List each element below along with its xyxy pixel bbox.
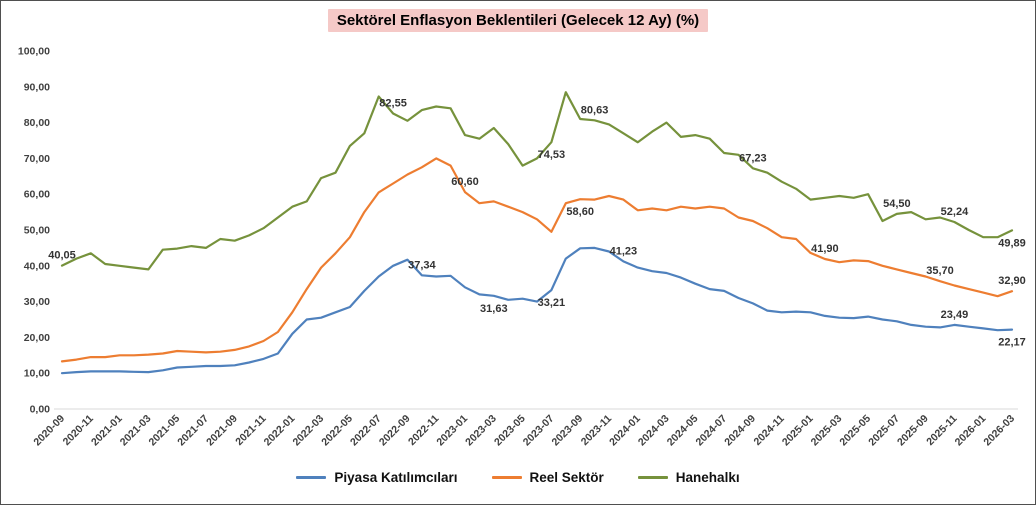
data-label-hane: 52,24 bbox=[941, 206, 969, 218]
x-axis-tick-label: 2024-01 bbox=[607, 413, 643, 449]
x-axis-tick-label: 2025-07 bbox=[866, 413, 902, 449]
x-axis-tick-label: 2022-01 bbox=[262, 413, 298, 449]
legend-label-reel: Reel Sektör bbox=[529, 470, 604, 485]
x-axis-tick-label: 2025-03 bbox=[809, 413, 845, 449]
x-axis-tick-label: 2023-09 bbox=[550, 413, 586, 449]
data-label-piyasa: 31,63 bbox=[480, 303, 508, 315]
x-axis-tick-label: 2021-03 bbox=[118, 413, 154, 449]
x-axis-tick-label: 2021-01 bbox=[89, 413, 125, 449]
x-axis-tick-label: 2022-05 bbox=[319, 413, 355, 449]
y-axis-tick-label: 90,00 bbox=[24, 81, 50, 93]
legend-swatch-reel-icon bbox=[491, 476, 522, 479]
x-axis-tick-label: 2023-05 bbox=[492, 413, 528, 449]
y-axis-tick-label: 70,00 bbox=[24, 153, 50, 165]
data-label-piyasa: 37,34 bbox=[408, 259, 436, 271]
x-axis-tick-label: 2024-07 bbox=[694, 413, 730, 449]
x-axis-tick-label: 2024-03 bbox=[636, 413, 672, 449]
x-axis-tick-label: 2021-05 bbox=[147, 413, 183, 449]
data-label-hane: 74,53 bbox=[538, 149, 566, 161]
x-axis-tick-label: 2022-03 bbox=[290, 413, 326, 449]
series-line-hane bbox=[60, 91, 1014, 271]
data-label-hane: 49,89 bbox=[998, 237, 1026, 249]
legend-item-piyasa-katilimcilari[interactable]: Piyasa Katılımcıları bbox=[296, 470, 458, 485]
legend-label-piyasa: Piyasa Katılımcıları bbox=[334, 470, 458, 485]
x-axis-tick-label: 2025-09 bbox=[895, 413, 931, 449]
x-axis-tick-label: 2025-05 bbox=[837, 413, 873, 449]
data-label-hane: 40,05 bbox=[48, 250, 76, 262]
series-line-piyasa bbox=[60, 246, 1014, 375]
legend-label-hane: Hanehalkı bbox=[675, 470, 740, 485]
x-axis-tick-label: 2021-07 bbox=[175, 413, 211, 449]
legend-item-reel-sektor[interactable]: Reel Sektör bbox=[491, 470, 604, 485]
chart-title-row: Sektörel Enflasyon Beklentileri (Gelecek… bbox=[1, 1, 1035, 37]
data-label-reel: 60,60 bbox=[451, 176, 479, 188]
x-axis-tick-label: 2020-09 bbox=[31, 413, 67, 449]
data-label-reel: 58,60 bbox=[566, 206, 594, 218]
y-axis-tick-label: 30,00 bbox=[24, 296, 50, 308]
x-axis-tick-label: 2024-09 bbox=[722, 413, 758, 449]
x-axis-tick-label: 2021-09 bbox=[204, 413, 240, 449]
data-label-hane: 80,63 bbox=[581, 104, 609, 116]
legend-swatch-piyasa-icon bbox=[296, 476, 327, 479]
data-label-reel: 41,90 bbox=[811, 243, 839, 255]
x-axis-tick-label: 2022-09 bbox=[377, 413, 413, 449]
data-label-hane: 82,55 bbox=[379, 97, 407, 109]
data-label-piyasa: 33,21 bbox=[538, 297, 566, 309]
data-label-reel: 35,70 bbox=[926, 265, 954, 277]
x-axis-tick-label: 2024-05 bbox=[665, 413, 701, 449]
data-label-reel: 32,90 bbox=[998, 275, 1026, 287]
data-label-piyasa: 41,23 bbox=[610, 245, 638, 257]
line-chart-plot-area: 0,00 10,00 20,00 30,00 40,00 50,00 60,00 70,00 8… bbox=[18, 46, 1026, 449]
x-axis-tick-label: 2026-03 bbox=[981, 413, 1017, 449]
y-axis-tick-label: 60,00 bbox=[24, 189, 50, 201]
x-axis-tick-label: 2023-01 bbox=[434, 413, 470, 449]
data-label-hane: 54,50 bbox=[883, 198, 911, 210]
y-axis-tick-label: 0,00 bbox=[30, 404, 51, 416]
chart-title: Sektörel Enflasyon Beklentileri (Gelecek… bbox=[327, 9, 709, 32]
x-axis-tick-label: 2022-07 bbox=[348, 413, 384, 449]
data-label-hane: 67,23 bbox=[739, 152, 767, 164]
series-line-reel bbox=[60, 157, 1014, 363]
legend-swatch-hane-icon bbox=[637, 476, 668, 479]
y-axis-tick-label: 100,00 bbox=[18, 46, 50, 58]
data-label-piyasa: 23,49 bbox=[941, 309, 969, 321]
y-axis-tick-label: 80,00 bbox=[24, 117, 50, 129]
y-axis-tick-label: 40,00 bbox=[24, 260, 50, 272]
x-axis-tick-label: 2025-01 bbox=[780, 413, 816, 449]
x-axis-tick-label: 2023-07 bbox=[521, 413, 557, 449]
chart-legend: Piyasa Katılımcıları Reel Sektör Hanehal… bbox=[1, 470, 1035, 485]
y-axis-tick-label: 50,00 bbox=[24, 225, 50, 237]
legend-item-hanehalki[interactable]: Hanehalkı bbox=[637, 470, 740, 485]
y-axis-tick-label: 10,00 bbox=[24, 368, 50, 380]
x-axis-tick-label: 2023-03 bbox=[463, 413, 499, 449]
data-label-piyasa: 22,17 bbox=[998, 337, 1026, 349]
y-axis-tick-label: 20,00 bbox=[24, 332, 50, 344]
x-axis-tick-label: 2026-01 bbox=[953, 413, 989, 449]
